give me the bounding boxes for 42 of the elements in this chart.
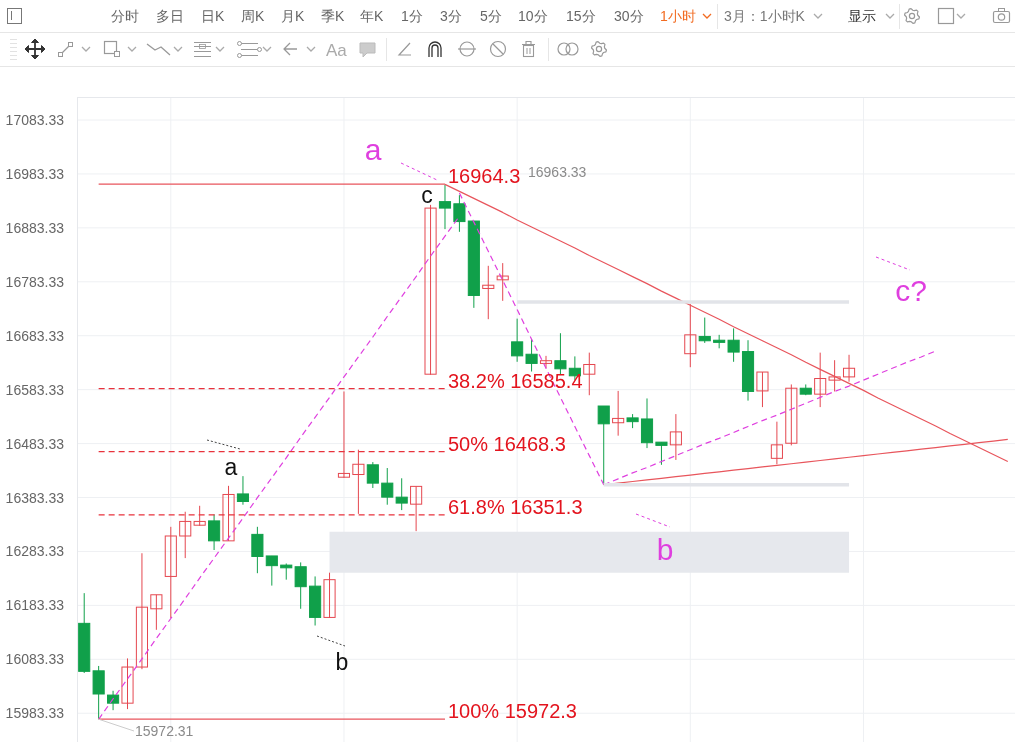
text: 15分 bbox=[566, 8, 596, 24]
annotation: a bbox=[224, 454, 238, 480]
annotation: c bbox=[421, 182, 433, 208]
text: 显示 bbox=[848, 8, 876, 24]
y-tick-label: 16683.33 bbox=[5, 327, 65, 344]
annotation: a bbox=[364, 133, 382, 166]
y-tick-label: 16083.33 bbox=[5, 651, 65, 668]
text: 3分 bbox=[440, 8, 462, 24]
annotation: b bbox=[656, 533, 674, 566]
text: 年K bbox=[360, 8, 384, 24]
y-tick-label: 16183.33 bbox=[5, 597, 65, 614]
series-label: 50% 16468.3 bbox=[447, 432, 566, 455]
text: 多日 bbox=[156, 8, 184, 24]
text: 1分 bbox=[401, 8, 423, 24]
text: 日K bbox=[201, 8, 225, 24]
series-label: 100% 15972.3 bbox=[447, 700, 577, 723]
annotation: 16963.33 bbox=[528, 164, 587, 180]
annotation: 15972.31 bbox=[135, 723, 194, 739]
text: 30分 bbox=[614, 8, 644, 24]
text: 1小时 bbox=[660, 8, 696, 24]
y-tick-label: 16883.33 bbox=[5, 219, 65, 236]
y-tick-label: 16283.33 bbox=[5, 543, 65, 560]
text: 3月：1小时K bbox=[724, 8, 806, 24]
series-label: 16964.3 bbox=[447, 165, 521, 188]
y-tick-label: 17083.33 bbox=[5, 112, 65, 129]
text: 5分 bbox=[480, 8, 502, 24]
text: 季K bbox=[321, 8, 345, 24]
y-tick-label: 16783.33 bbox=[5, 273, 65, 290]
y-tick-label: 15983.33 bbox=[5, 705, 65, 722]
y-tick-label: 16983.33 bbox=[5, 165, 65, 182]
annotation: c? bbox=[895, 274, 927, 307]
text: 10分 bbox=[518, 8, 548, 24]
y-tick-label: 16583.33 bbox=[5, 381, 65, 398]
y-tick-label: 16383.33 bbox=[5, 489, 65, 506]
y-tick-label: 16483.33 bbox=[5, 435, 65, 452]
annotation: b bbox=[335, 649, 349, 675]
series-label: 38.2% 16585.4 bbox=[447, 369, 583, 392]
series-label: 61.8% 16351.3 bbox=[447, 495, 583, 518]
text: 分时 bbox=[111, 8, 139, 24]
text: Aa bbox=[326, 41, 348, 60]
text: 月K bbox=[281, 8, 305, 24]
text: 周K bbox=[241, 8, 265, 24]
